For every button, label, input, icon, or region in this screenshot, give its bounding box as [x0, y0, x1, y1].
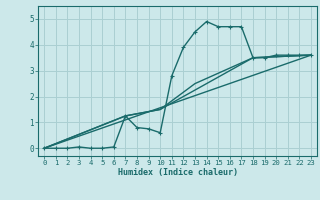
X-axis label: Humidex (Indice chaleur): Humidex (Indice chaleur) [118, 168, 238, 177]
